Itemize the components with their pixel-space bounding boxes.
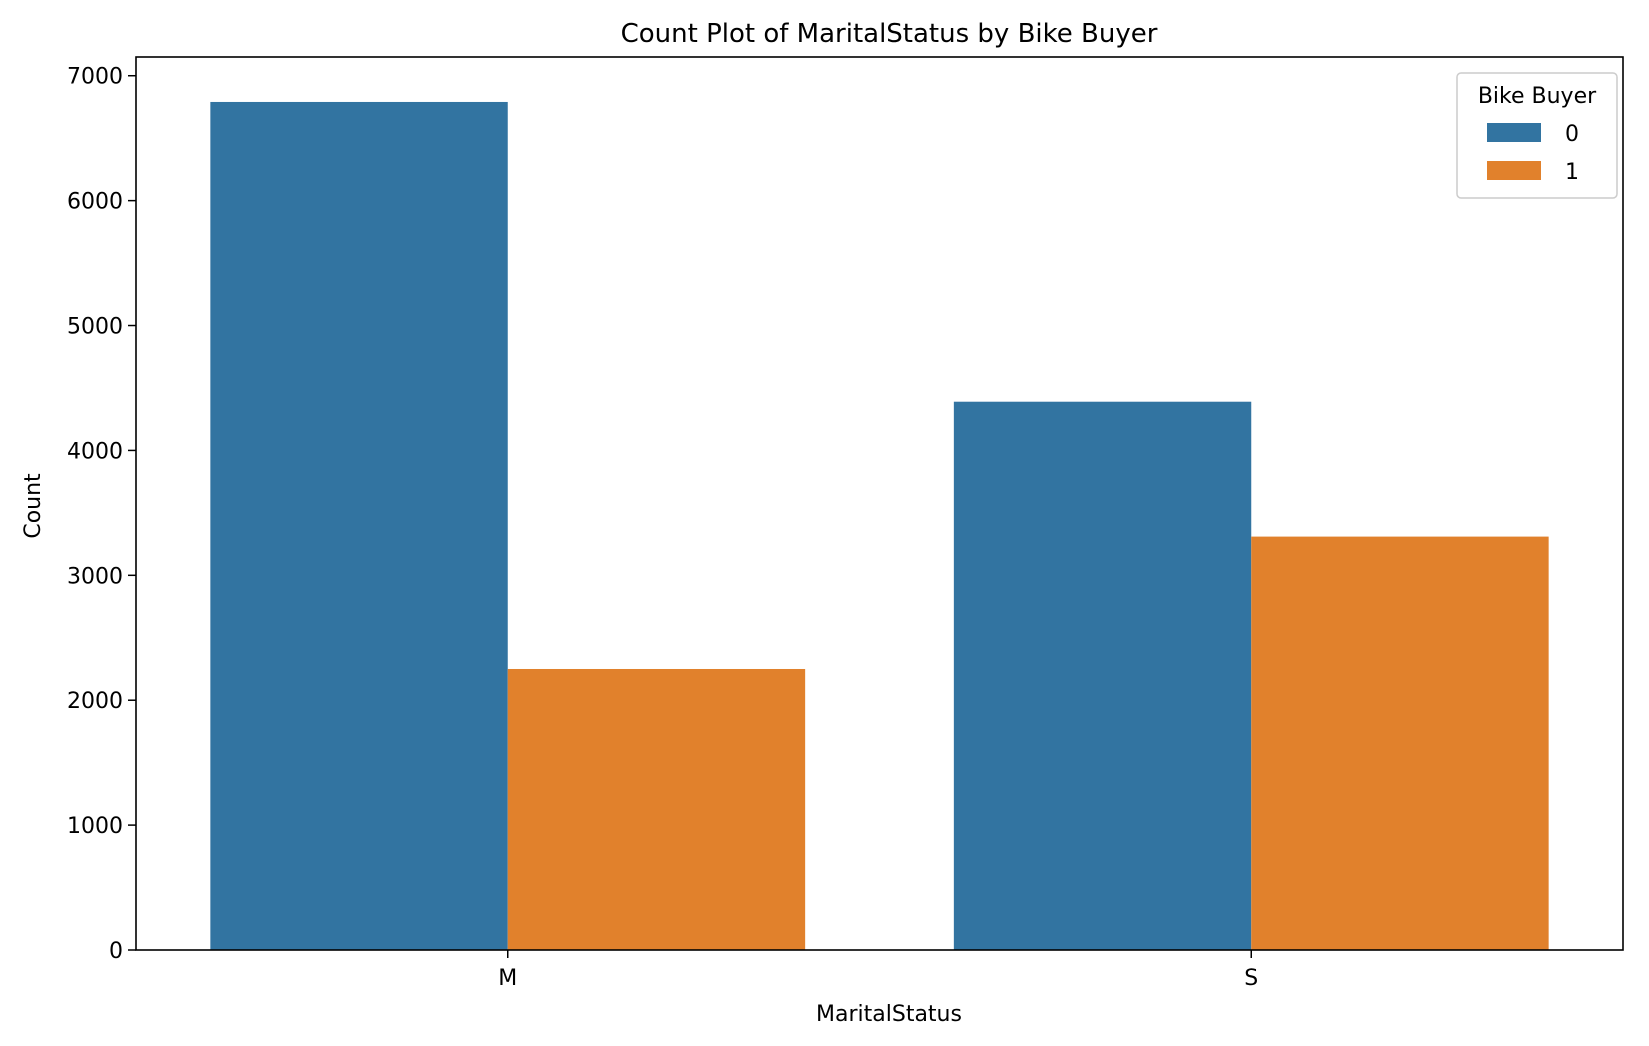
y-tick-label: 5000	[67, 315, 123, 340]
chart-title: Count Plot of MaritalStatus by Bike Buye…	[621, 19, 1158, 49]
y-tick-label: 6000	[67, 190, 123, 215]
y-tick-label: 4000	[67, 439, 123, 464]
bars	[210, 101, 1549, 951]
y-tick-label: 2000	[67, 689, 123, 714]
y-tick-label: 7000	[67, 65, 123, 90]
bar-m-series-1	[507, 668, 806, 950]
legend: Bike Buyer 01	[1456, 72, 1618, 199]
y-tick-label: 1000	[67, 814, 123, 839]
legend-swatch-0	[1487, 123, 1541, 142]
y-tick-label: 3000	[67, 564, 123, 589]
legend-title: Bike Buyer	[1478, 84, 1597, 109]
bar-s-series-1	[1251, 536, 1549, 950]
y-axis-label: Count	[21, 473, 46, 539]
x-tick-label: M	[498, 966, 517, 991]
y-tick-label: 0	[109, 939, 123, 964]
legend-label-0: 0	[1565, 122, 1579, 147]
x-tick-label: S	[1244, 966, 1258, 991]
plot-frame	[135, 56, 1624, 951]
bar-m-series-0	[210, 101, 508, 951]
legend-swatch-1	[1487, 161, 1541, 180]
legend-label-1: 1	[1565, 160, 1579, 185]
x-axis-label: MaritalStatus	[816, 1002, 962, 1027]
y-axis: 0 1000 2000 3000 4000 5000 6000 7000	[67, 65, 136, 964]
bar-s-series-0	[953, 401, 1252, 951]
legend-items: 01	[1487, 122, 1579, 185]
